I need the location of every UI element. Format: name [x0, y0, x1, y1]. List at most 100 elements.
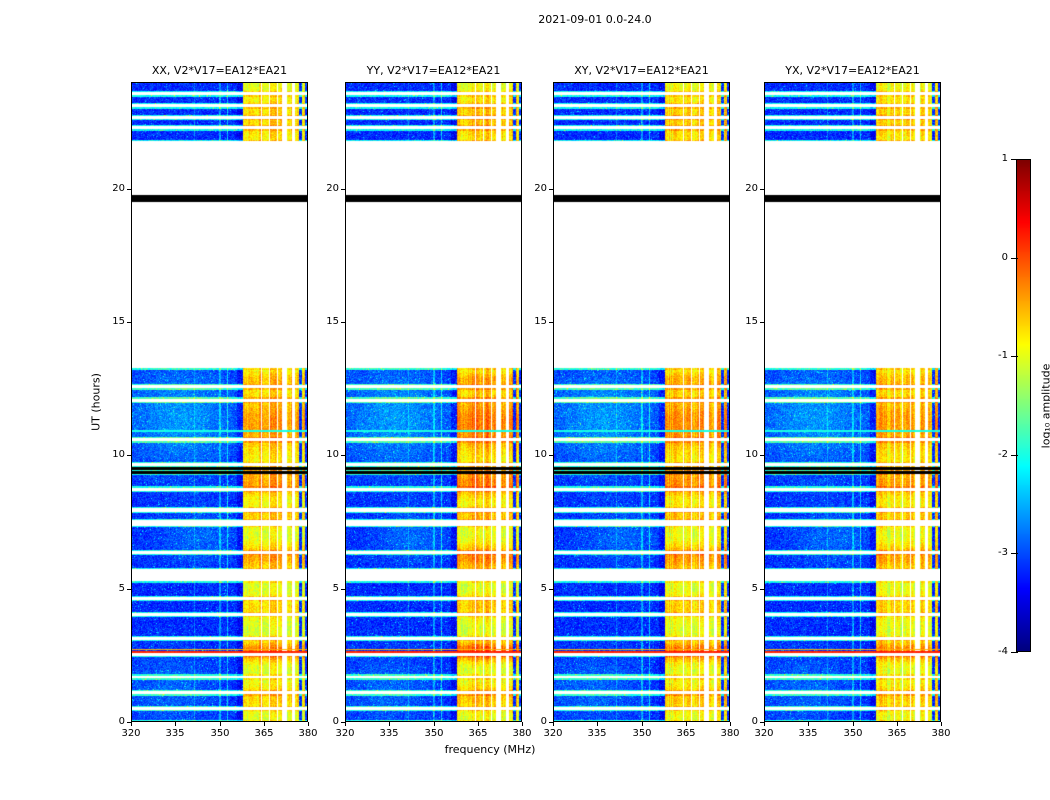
- x-tick-label: 320: [121, 728, 141, 739]
- y-tick-label: 15: [112, 316, 125, 327]
- y-tick-label: 5: [118, 583, 125, 594]
- colorbar-tick-mark: [1011, 356, 1018, 357]
- y-tick-mark: [127, 722, 131, 723]
- x-tick-label: 335: [165, 728, 185, 739]
- y-tick-label: 15: [534, 316, 547, 327]
- y-tick-label: 10: [112, 449, 125, 460]
- x-tick-mark: [434, 722, 435, 726]
- y-tick-label: 10: [326, 449, 339, 460]
- x-tick-label: 365: [254, 728, 274, 739]
- y-tick-label: 20: [112, 183, 125, 194]
- colorbar-canvas: [1017, 160, 1030, 651]
- x-tick-mark: [642, 722, 643, 726]
- colorbar-tick-mark: [1011, 258, 1018, 259]
- colorbar-tick-mark: [1011, 455, 1018, 456]
- y-tick-label: 20: [326, 183, 339, 194]
- y-tick-mark: [549, 455, 553, 456]
- x-axis-label: frequency (MHz): [444, 743, 536, 756]
- spectrogram-canvas-xx: [132, 83, 307, 721]
- colorbar-tick-label: -2: [998, 449, 1008, 460]
- colorbar-tick-label: -4: [998, 646, 1008, 657]
- x-tick-label: 320: [335, 728, 355, 739]
- panel-yy: YY, V2*V17=EA12*EA21: [345, 64, 522, 722]
- x-tick-mark: [808, 722, 809, 726]
- panel-title-yy: YY, V2*V17=EA12*EA21: [366, 64, 501, 77]
- x-tick-label: 350: [843, 728, 863, 739]
- y-tick-label: 15: [745, 316, 758, 327]
- y-tick-label: 5: [540, 583, 547, 594]
- x-tick-mark: [730, 722, 731, 726]
- y-tick-mark: [760, 455, 764, 456]
- y-tick-mark: [127, 189, 131, 190]
- spectrogram-canvas-yx: [765, 83, 940, 721]
- colorbar-label: log₁₀ amplitude: [1039, 363, 1050, 449]
- x-tick-label: 380: [512, 728, 532, 739]
- x-tick-label: 350: [424, 728, 444, 739]
- y-tick-label: 0: [751, 716, 758, 727]
- y-tick-mark: [760, 322, 764, 323]
- y-tick-label: 0: [118, 716, 125, 727]
- x-tick-label: 320: [754, 728, 774, 739]
- y-tick-label: 0: [540, 716, 547, 727]
- x-tick-label: 320: [543, 728, 563, 739]
- x-tick-label: 350: [210, 728, 230, 739]
- panel-yx: YX, V2*V17=EA12*EA21: [764, 64, 941, 722]
- x-tick-mark: [897, 722, 898, 726]
- x-tick-label: 365: [887, 728, 907, 739]
- y-tick-mark: [127, 322, 131, 323]
- colorbar-tick-mark: [1011, 553, 1018, 554]
- spectrogram-canvas-yy: [346, 83, 521, 721]
- panel-xx: XX, V2*V17=EA12*EA21: [131, 64, 308, 722]
- x-tick-label: 365: [468, 728, 488, 739]
- x-tick-label: 365: [676, 728, 696, 739]
- y-tick-label: 0: [332, 716, 339, 727]
- y-tick-mark: [760, 189, 764, 190]
- x-tick-label: 380: [720, 728, 740, 739]
- y-tick-mark: [341, 322, 345, 323]
- x-tick-label: 380: [298, 728, 318, 739]
- x-tick-mark: [389, 722, 390, 726]
- x-tick-mark: [131, 722, 132, 726]
- x-tick-mark: [553, 722, 554, 726]
- colorbar-tick-label: -1: [998, 350, 1008, 361]
- y-tick-label: 10: [745, 449, 758, 460]
- y-tick-mark: [341, 722, 345, 723]
- y-tick-label: 10: [534, 449, 547, 460]
- y-tick-mark: [341, 189, 345, 190]
- x-tick-mark: [220, 722, 221, 726]
- figure-title: 2021-09-01 0.0-24.0: [538, 13, 652, 26]
- x-tick-mark: [764, 722, 765, 726]
- x-tick-mark: [308, 722, 309, 726]
- y-tick-mark: [549, 322, 553, 323]
- y-tick-mark: [549, 189, 553, 190]
- colorbar-tick-mark: [1011, 652, 1018, 653]
- colorbar-tick-label: 1: [1001, 153, 1008, 164]
- y-tick-label: 5: [751, 583, 758, 594]
- x-tick-mark: [686, 722, 687, 726]
- y-tick-mark: [760, 589, 764, 590]
- x-tick-mark: [345, 722, 346, 726]
- x-tick-label: 335: [379, 728, 399, 739]
- y-tick-label: 20: [534, 183, 547, 194]
- panel-title-xy: XY, V2*V17=EA12*EA21: [574, 64, 709, 77]
- x-tick-label: 350: [632, 728, 652, 739]
- y-tick-label: 20: [745, 183, 758, 194]
- y-tick-label: 5: [332, 583, 339, 594]
- y-axis-label: UT (hours): [89, 373, 103, 431]
- x-tick-mark: [264, 722, 265, 726]
- x-tick-mark: [941, 722, 942, 726]
- colorbar-tick-label: 0: [1001, 252, 1008, 263]
- y-tick-mark: [341, 589, 345, 590]
- y-tick-label: 15: [326, 316, 339, 327]
- x-tick-mark: [522, 722, 523, 726]
- x-tick-mark: [597, 722, 598, 726]
- spectrogram-canvas-xy: [554, 83, 729, 721]
- colorbar-tick-label: -3: [998, 547, 1008, 558]
- panel-title-yx: YX, V2*V17=EA12*EA21: [785, 64, 920, 77]
- x-tick-label: 380: [931, 728, 951, 739]
- y-tick-mark: [127, 455, 131, 456]
- panel-xy: XY, V2*V17=EA12*EA21: [553, 64, 730, 722]
- y-tick-mark: [341, 455, 345, 456]
- x-tick-label: 335: [798, 728, 818, 739]
